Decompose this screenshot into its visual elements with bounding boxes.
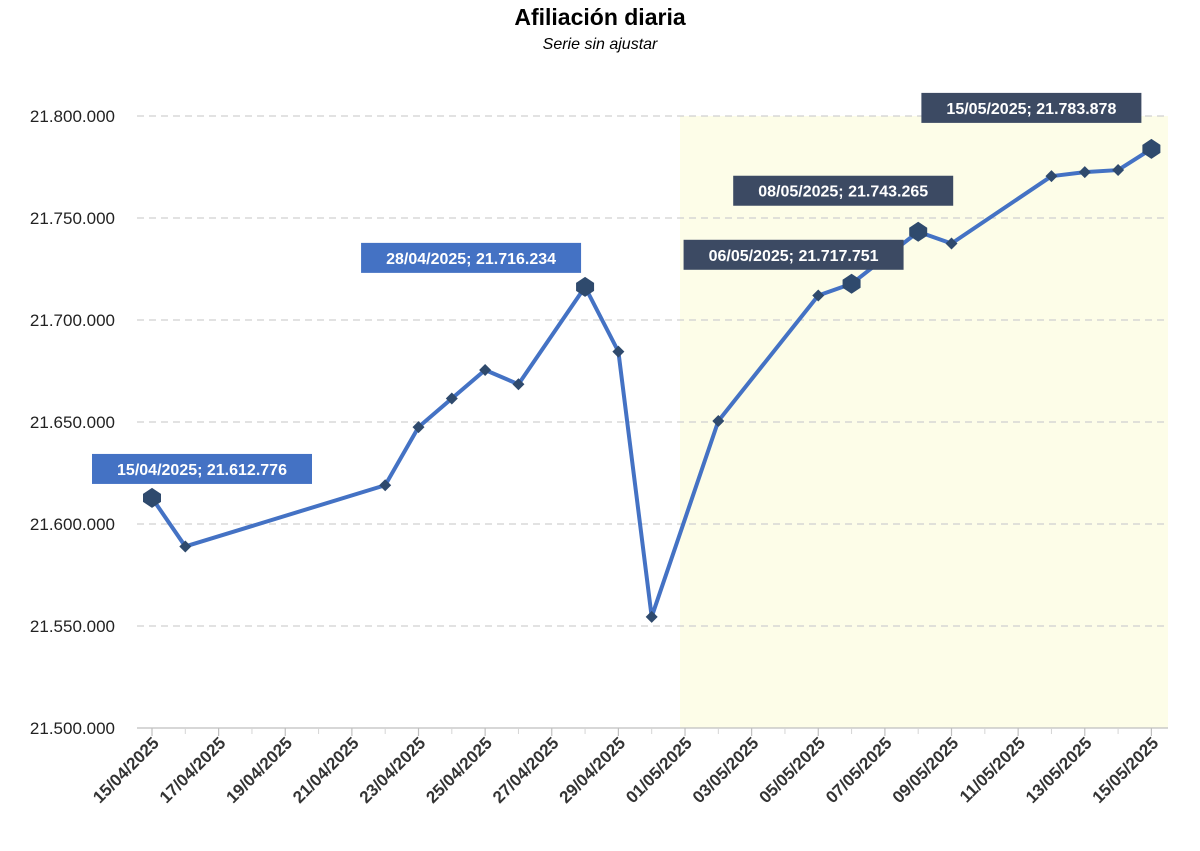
callouts: 15/04/2025; 21.612.776 28/04/2025; 21.716… xyxy=(92,92,1142,484)
callout-label: 15/05/2025; 21.783.878 xyxy=(946,101,1116,118)
callout-label: 15/04/2025; 21.612.776 xyxy=(117,462,287,479)
x-tick-label: 09/05/2025 xyxy=(889,733,963,807)
callout-label: 06/05/2025; 21.717.751 xyxy=(709,248,879,265)
x-tick-label: 25/04/2025 xyxy=(422,733,496,807)
x-tick-label: 23/04/2025 xyxy=(356,733,430,807)
x-tick-label: 13/05/2025 xyxy=(1022,733,1096,807)
data-point-marker-large xyxy=(143,487,161,508)
y-tick-label: 21.600.000 xyxy=(30,515,115,534)
callout-box xyxy=(683,239,904,270)
data-point-marker-large xyxy=(909,221,928,242)
x-tick-label: 05/05/2025 xyxy=(755,733,829,807)
data-point-marker xyxy=(179,540,192,553)
y-tick-label: 21.700.000 xyxy=(30,311,115,330)
x-tick-label: 15/05/2025 xyxy=(1089,733,1163,807)
data-point-marker xyxy=(1112,164,1125,177)
callout-label: 08/05/2025; 21.743.265 xyxy=(758,184,928,201)
chart-subtitle: Serie sin ajustar xyxy=(542,36,658,53)
x-tick-label: 17/04/2025 xyxy=(156,733,230,807)
data-point-marker xyxy=(379,479,392,492)
data-point-marker-large xyxy=(576,276,595,297)
x-tick-label: 03/05/2025 xyxy=(689,733,763,807)
callout-box xyxy=(921,92,1142,123)
y-tick-label: 21.500.000 xyxy=(30,719,115,738)
series-markers xyxy=(143,138,1161,623)
y-tick-label: 21.750.000 xyxy=(30,209,115,228)
y-tick-labels: 21.500.000 21.550.000 21.600.000 21.650.000… xyxy=(30,107,115,738)
y-tick-label: 21.550.000 xyxy=(30,617,115,636)
data-point-marker xyxy=(412,421,425,434)
x-tick-label: 27/04/2025 xyxy=(489,733,563,807)
x-tick-label: 19/04/2025 xyxy=(222,733,296,807)
y-tick-label: 21.800.000 xyxy=(30,107,115,126)
data-point-marker xyxy=(1045,170,1058,183)
chart-title: Afiliación diaria xyxy=(514,4,686,30)
gridlines xyxy=(137,115,1168,627)
x-tick-label: 07/05/2025 xyxy=(822,733,896,807)
data-point-marker xyxy=(512,378,525,391)
x-tick-label: 11/05/2025 xyxy=(956,733,1029,806)
callout-box xyxy=(361,242,582,273)
data-point-marker xyxy=(712,414,725,427)
data-point-marker-large xyxy=(842,273,861,294)
axes xyxy=(137,727,1168,736)
data-point-marker xyxy=(445,392,458,405)
x-tick-label: 29/04/2025 xyxy=(556,733,630,807)
data-point-marker xyxy=(479,363,492,376)
data-point-marker xyxy=(612,345,625,358)
x-tick-label: 21/04/2025 xyxy=(289,733,363,807)
x-tick-labels: 15/04/202517/04/202519/04/202521/04/2025… xyxy=(89,733,1162,807)
data-point-marker xyxy=(1078,166,1091,179)
callout-label: 28/04/2025; 21.716.234 xyxy=(386,251,556,268)
callout-box xyxy=(733,175,954,206)
data-point-marker xyxy=(945,237,958,250)
data-point-marker xyxy=(645,610,658,623)
data-point-marker xyxy=(812,289,825,302)
y-tick-label: 21.650.000 xyxy=(30,413,115,432)
data-point-marker-large xyxy=(1142,138,1161,159)
x-tick-label: 15/04/2025 xyxy=(89,733,163,807)
x-tick-label: 01/05/2025 xyxy=(622,733,696,807)
callout-box xyxy=(92,453,312,484)
